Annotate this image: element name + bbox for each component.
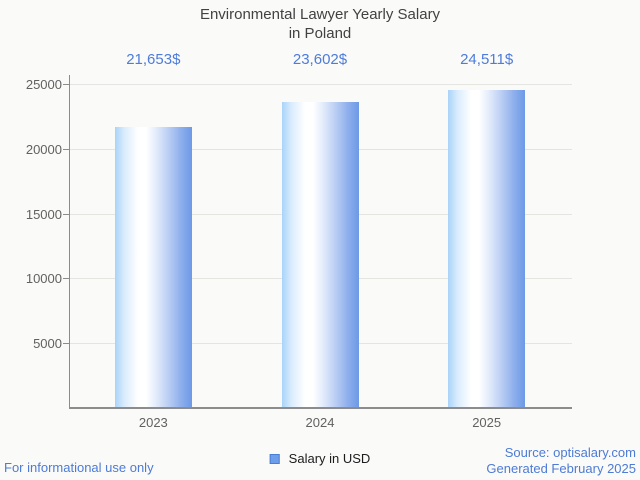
y-tick-5000: [63, 343, 69, 345]
bar-2024[interactable]: [281, 102, 359, 408]
legend-item-salary-in-usd[interactable]: Salary in USD: [269, 451, 371, 466]
source-attribution: Source: optisalary.com Generated Februar…: [486, 445, 636, 477]
chart-title-line2: in Poland: [288, 25, 352, 42]
value-label-2024: 23,602$: [292, 51, 348, 68]
y-tick-10000: [63, 278, 69, 280]
legend-label: Salary in USD: [288, 451, 371, 466]
gridline-25000: [70, 84, 572, 85]
source-text: Source: optisalary.com: [504, 445, 636, 460]
y-tick-25000: [63, 84, 69, 85]
y-tick-label-15000: 15000: [25, 206, 62, 222]
y-tick-15000: [63, 213, 69, 215]
y-axis-line: [69, 75, 70, 408]
plot-area: [70, 84, 570, 408]
y-tick-label-10000: 10000: [25, 271, 62, 287]
y-tick-20000: [63, 148, 69, 150]
x-label-2023: 2023: [138, 415, 168, 430]
y-tick-label-5000: 5000: [33, 336, 62, 352]
bar-2025[interactable]: [448, 90, 526, 408]
generated-text: Generated February 2025: [486, 461, 636, 476]
x-label-2024: 2024: [305, 415, 335, 430]
value-label-2023: 21,653$: [126, 51, 181, 68]
y-tick-label-20000: 20000: [25, 141, 62, 157]
value-label-2025: 24,511$: [460, 51, 514, 68]
x-axis-line: [69, 407, 572, 409]
disclaimer-text: For informational use only: [4, 460, 154, 475]
chart-title: Environmental Lawyer Yearly Salary in Po…: [0, 5, 640, 43]
x-label-2025: 2025: [472, 415, 502, 430]
y-tick-label-25000: 25000: [25, 77, 62, 92]
legend-swatch-icon: [269, 453, 280, 464]
chart-title-line1: Environmental Lawyer Yearly Salary: [199, 6, 441, 23]
bar-2023[interactable]: [114, 127, 192, 408]
